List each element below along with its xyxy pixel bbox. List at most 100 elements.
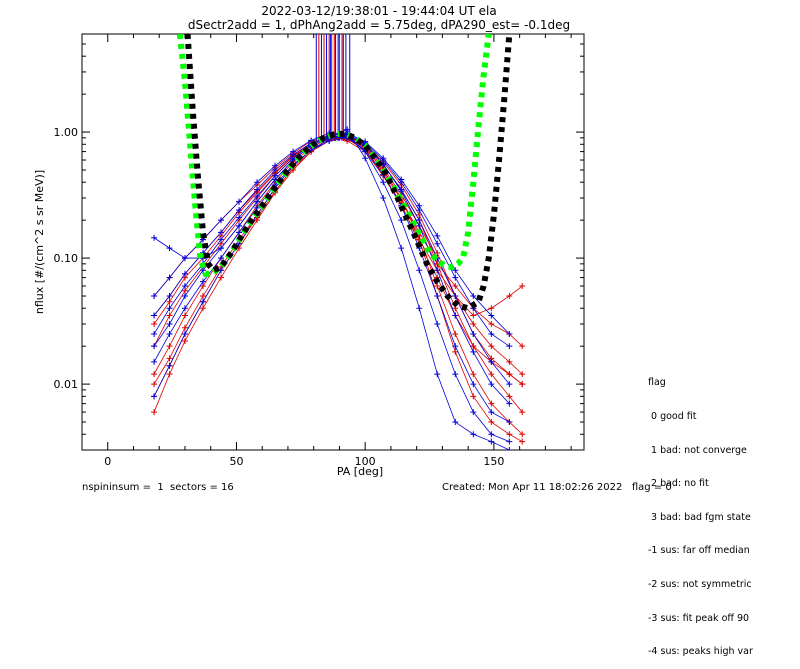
trace-point (519, 431, 526, 438)
trace-point (452, 274, 459, 281)
trace-point (151, 343, 158, 350)
legend-item: 0 good fit (648, 411, 697, 423)
trace-point (488, 381, 495, 388)
trace-point (199, 267, 206, 274)
trace-point (434, 267, 441, 274)
trace-point (218, 245, 225, 252)
trace-point (398, 188, 405, 195)
footer-left: nspininsum = 1 sectors = 16 (82, 482, 234, 493)
trace-point (452, 312, 459, 319)
trace-point (166, 320, 173, 327)
trace-point (470, 293, 477, 300)
trace-point (151, 358, 158, 365)
x-tick-label: 100 (355, 455, 376, 468)
trace-point (199, 305, 206, 312)
trace-point (236, 214, 243, 221)
trace-point (416, 217, 423, 224)
trace-point (199, 298, 206, 305)
trace-point (470, 320, 477, 327)
y-axis: 0.01 0.10 1.00 (54, 33, 584, 451)
trace-point (488, 438, 495, 445)
trace-point (236, 222, 243, 229)
trace-point (166, 371, 173, 378)
trace-point (166, 305, 173, 312)
trace-point (506, 400, 513, 407)
trace-point (506, 393, 513, 400)
trace-point (488, 305, 495, 312)
legend-item: 2 bad: no fit (648, 478, 709, 490)
trace-point (181, 330, 188, 337)
trace-point (199, 293, 206, 300)
trace-point (166, 312, 173, 319)
trace-point (181, 255, 188, 262)
trace-point (181, 337, 188, 344)
trace-point (506, 381, 513, 388)
trace-point (506, 293, 513, 300)
fit-curves (176, 34, 513, 312)
trace-point (181, 305, 188, 312)
x-axis-label: PA [deg] (337, 465, 383, 478)
trace-point (470, 371, 477, 378)
chart-subtitle: dSectr2add = 1, dPhAng2add = 5.75deg, dP… (188, 18, 570, 32)
trace-point (416, 267, 423, 274)
spike-lines (315, 34, 351, 141)
trace-point (181, 283, 188, 290)
trace-point (416, 222, 423, 229)
trace-point (380, 155, 387, 162)
trace-point (151, 393, 158, 400)
trace-point (434, 371, 441, 378)
trace-point (362, 138, 369, 145)
flag-legend: flag 0 good fit 1 bad: not converge 2 ba… (648, 355, 753, 669)
trace-point (519, 283, 526, 290)
trace-point (151, 320, 158, 327)
trace-point (506, 438, 513, 445)
legend-item: -2 sus: not symmetric (648, 579, 752, 591)
trace-point (362, 155, 369, 162)
trace-point (519, 381, 526, 388)
trace-point (181, 324, 188, 331)
trace-point (506, 330, 513, 337)
x-tick-label: 50 (229, 455, 243, 468)
trace-point (506, 358, 513, 365)
trace-point (272, 162, 279, 169)
trace-point (434, 283, 441, 290)
x-tick-label: 0 (104, 455, 111, 468)
data-traces (151, 126, 526, 450)
trace-point (519, 371, 526, 378)
trace-point (151, 371, 158, 378)
trace-point (151, 409, 158, 416)
trace-point (236, 207, 243, 214)
trace-point (254, 186, 261, 193)
trace-point (452, 330, 459, 337)
trace-point (151, 381, 158, 388)
trace-point (452, 371, 459, 378)
trace-point (470, 409, 477, 416)
y-tick-label: 1.00 (54, 126, 79, 139)
trace-point (181, 270, 188, 277)
trace-point (166, 330, 173, 337)
trace-point (506, 447, 513, 450)
chart-title: 2022-03-12/19:38:01 - 19:44:04 UT ela (261, 4, 496, 18)
trace-point (181, 293, 188, 300)
trace-point (272, 176, 279, 183)
trace-point (151, 293, 158, 300)
trace-point (488, 358, 495, 365)
trace-point (488, 371, 495, 378)
trace-point (488, 330, 495, 337)
trace-point (470, 431, 477, 438)
trace-point (218, 274, 225, 281)
black-fit-curve (184, 34, 513, 312)
trace-point (470, 348, 477, 355)
trace-point (398, 245, 405, 252)
y-tick-label: 0.01 (54, 378, 79, 391)
trace-point (434, 249, 441, 256)
trace-point (344, 126, 351, 133)
trace-point (166, 298, 173, 305)
trace-point (416, 305, 423, 312)
trace-point (470, 343, 477, 350)
trace-point (452, 419, 459, 426)
trace-point (254, 193, 261, 200)
trace-point (254, 198, 261, 205)
trace-point (166, 245, 173, 252)
trace-point (452, 343, 459, 350)
